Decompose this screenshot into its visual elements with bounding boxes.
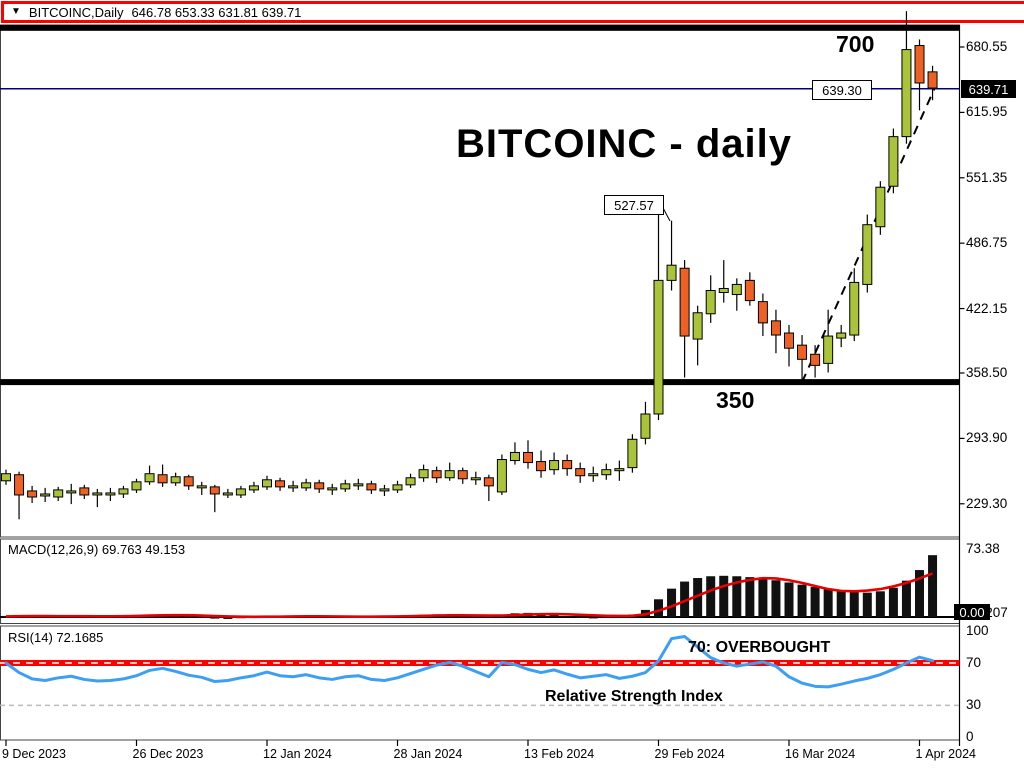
price-axis-label: 358.50	[966, 364, 1008, 380]
date-axis-label: 13 Feb 2024	[524, 747, 595, 761]
rsi-axis-label: 0	[966, 729, 974, 745]
price-axis-label: 551.35	[966, 169, 1008, 185]
date-axis-label: 28 Jan 2024	[393, 747, 463, 761]
macd-axis-max-label: 73.38	[966, 541, 1000, 556]
date-axis-label: 16 Mar 2024	[785, 747, 856, 761]
rsi-axis-label: 70	[966, 655, 982, 670]
price-line-box: 639.30	[812, 80, 872, 100]
current-price-badge: 639.71	[961, 80, 1016, 98]
price-axis-label: 486.75	[966, 235, 1008, 251]
resistance-level-label: 700	[836, 31, 875, 57]
ohlc-readout: 646.78 653.33 631.81 639.71	[131, 4, 302, 20]
date-axis-label: 1 Apr 2024	[915, 747, 976, 761]
macd-zero-badge: 0.00	[954, 604, 990, 620]
date-axis-label: 29 Feb 2024	[654, 747, 725, 761]
price-axis-label: 615.95	[966, 104, 1008, 120]
date-axis-label: 26 Dec 2023	[132, 747, 204, 761]
support-level-label: 350	[716, 387, 755, 413]
symbol-dropdown-icon[interactable]: ▼	[11, 6, 21, 17]
price-axis-label: 293.90	[966, 430, 1008, 446]
rsi-indicator-label: RSI(14) 72.1685	[8, 630, 104, 645]
date-axis-label: 12 Jan 2024	[263, 747, 332, 761]
rsi-axis-label: 100	[966, 623, 989, 639]
price-axis-label: 422.15	[966, 300, 1008, 316]
macd-indicator-label: MACD(12,26,9) 69.763 49.153	[8, 542, 186, 557]
chart-watermark: BITCOINC - daily	[456, 122, 793, 166]
overbought-annotation: 70: OVERBOUGHT	[688, 639, 831, 656]
price-axis-label: 680.55	[966, 39, 1008, 54]
rsi-annotation: Relative Strength Index	[545, 688, 723, 705]
swing-high-price-box: 527.57	[604, 195, 664, 215]
title-bar[interactable]: ▼ BITCOINC,Daily 646.78 653.33 631.81 63…	[1, 1, 1024, 23]
date-axis-label: 9 Dec 2023	[2, 747, 66, 761]
rsi-axis-label: 30	[966, 697, 982, 713]
price-axis-label: 229.30	[966, 495, 1008, 511]
symbol-timeframe-label: BITCOINC,Daily	[28, 4, 124, 20]
